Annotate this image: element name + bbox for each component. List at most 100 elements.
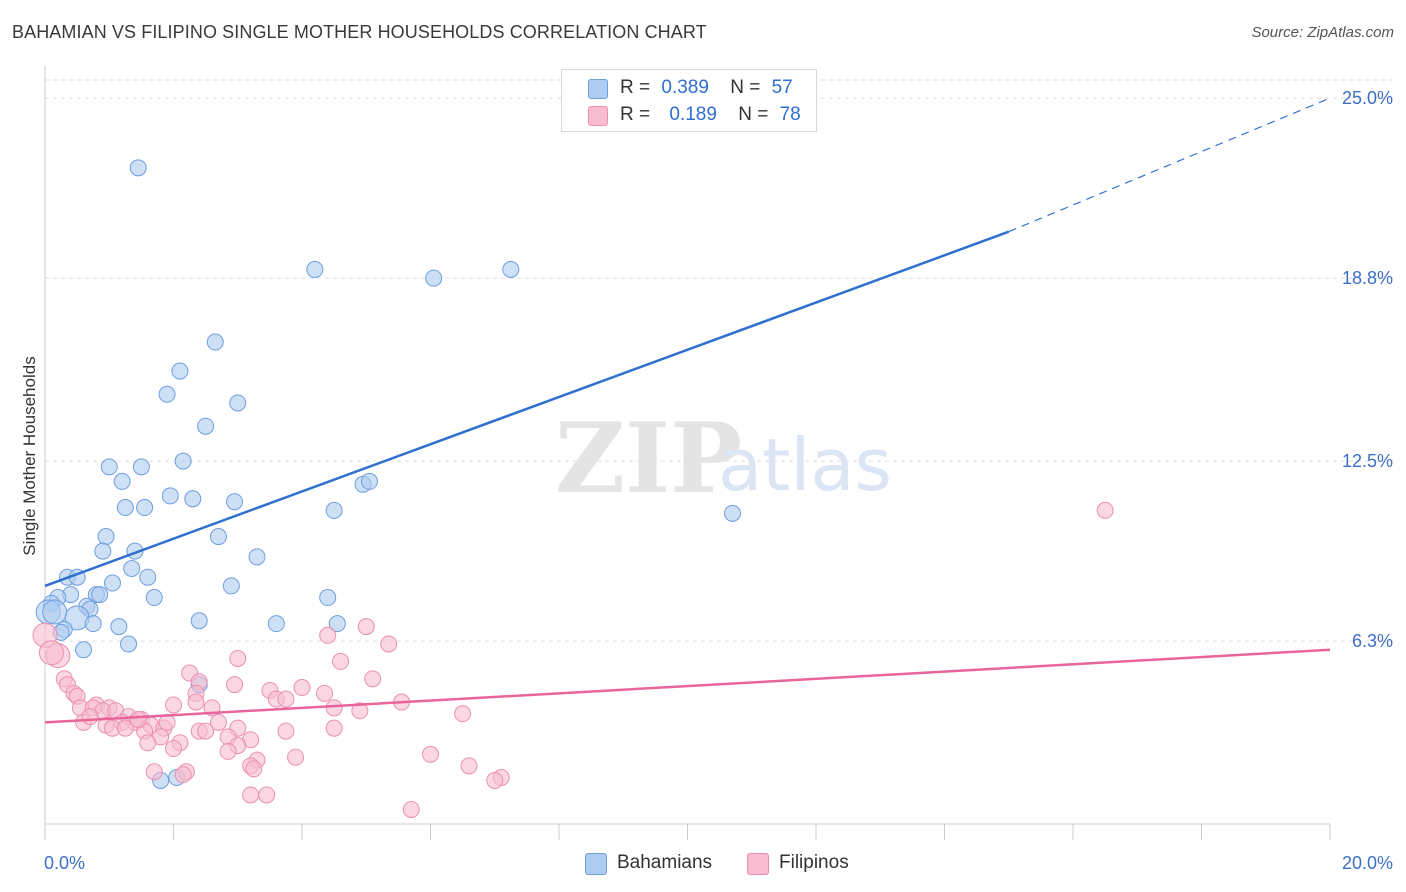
y-tick-label: 25.0% <box>1342 88 1393 108</box>
bahamian-point <box>42 599 68 625</box>
y-tick-label: 18.8% <box>1342 268 1393 288</box>
filipino-point <box>38 640 64 666</box>
bahamian-point <box>132 458 150 476</box>
bahamian-point <box>360 472 378 490</box>
bahamian-point <box>171 362 189 380</box>
filipino-point <box>116 719 134 737</box>
filipino-point <box>81 708 99 726</box>
bahamian-point <box>75 641 93 659</box>
filipino-point <box>422 745 439 763</box>
bahamian-point <box>425 269 443 287</box>
filipino-point <box>1096 501 1114 519</box>
bahamian-point <box>306 260 324 278</box>
bahamian-point <box>229 394 247 412</box>
bahamian-point <box>158 385 176 403</box>
filipino-point <box>187 693 205 711</box>
filipino-point <box>460 757 478 775</box>
bahamian-point <box>94 542 112 560</box>
y-tick-label: 12.5% <box>1342 451 1393 471</box>
filipino-point <box>332 652 350 670</box>
y-axis-label: Single Mother Households <box>20 356 39 555</box>
correlation-legend: R = 0.389 N = 57 R = 0.189 N = 78 <box>561 69 817 132</box>
bahamian-point <box>206 333 224 351</box>
x-tick-label: 0.0% <box>44 853 85 873</box>
bahamian-point <box>209 528 227 546</box>
x-tick-label: 20.0% <box>1342 853 1393 873</box>
bottom-bahamians-swatch <box>585 853 607 875</box>
bahamian-point <box>174 452 192 470</box>
filipino-point <box>364 670 382 688</box>
bahamian-point <box>84 615 102 633</box>
bahamian-trend-line <box>44 230 1010 588</box>
filipino-trend-line <box>44 648 1331 724</box>
bahamian-point <box>91 586 109 604</box>
legend-n-value-bahamians: 57 <box>771 77 793 98</box>
bottom-filipinos-label: Filipinos <box>779 852 849 873</box>
filipino-point <box>325 699 343 717</box>
filipino-point <box>277 722 295 740</box>
filipino-point <box>486 771 504 789</box>
filipino-point <box>277 690 295 708</box>
filipino-point <box>454 705 472 723</box>
filipinos-points <box>32 501 1114 818</box>
bahamian-point <box>319 589 337 607</box>
filipino-point <box>357 618 375 636</box>
filipino-point <box>226 676 244 694</box>
filipino-point <box>229 650 247 668</box>
filipino-point <box>165 696 182 714</box>
watermark-atlas: atlas <box>718 423 892 507</box>
bahamian-point <box>161 487 179 505</box>
filipino-point <box>209 713 227 731</box>
filipino-point <box>129 710 147 728</box>
bahamian-point <box>190 612 208 630</box>
filipino-point <box>315 684 333 702</box>
watermark-zip: ZIP <box>555 402 742 515</box>
filipino-point <box>351 702 369 720</box>
bahamian-point <box>113 472 131 490</box>
bahamian-point <box>110 618 128 636</box>
filipino-point <box>293 679 311 697</box>
filipino-point <box>197 722 215 740</box>
legend-r-label-bahamians: R = <box>620 77 651 98</box>
filipino-point <box>165 740 182 758</box>
filipino-point <box>325 719 343 737</box>
bahamian-point <box>120 635 138 653</box>
bahamian-point <box>502 260 520 278</box>
bahamian-point <box>226 493 244 511</box>
legend-r-value-filipinos: 0.189 <box>669 104 717 125</box>
bottom-filipinos-swatch <box>747 853 769 875</box>
bahamian-point <box>97 528 115 546</box>
filipino-point <box>258 786 276 804</box>
legend-n-label-filipinos: N = <box>738 104 769 125</box>
bahamian-point <box>248 548 266 566</box>
bahamian-trend-extension <box>1008 97 1331 233</box>
bahamian-point <box>328 615 346 633</box>
bahamian-point <box>100 458 118 476</box>
legend-n-value-filipinos: 78 <box>779 104 801 125</box>
bahamian-point <box>129 159 147 177</box>
filipino-point <box>145 763 163 781</box>
bahamian-point <box>116 499 134 517</box>
bahamian-point <box>184 490 202 508</box>
bahamians-swatch <box>588 79 608 99</box>
bahamian-point <box>136 499 154 517</box>
bahamian-point <box>197 417 215 435</box>
y-tick-label: 6.3% <box>1352 631 1393 651</box>
filipino-point <box>319 626 337 644</box>
bahamian-point <box>145 589 163 607</box>
filipino-point <box>245 760 263 778</box>
bahamian-point <box>267 615 285 633</box>
bahamian-point <box>123 559 141 577</box>
filipino-point <box>402 800 420 818</box>
filipino-point <box>219 742 237 760</box>
bahamian-point <box>723 504 741 522</box>
filipino-point <box>287 748 305 766</box>
filipino-point <box>242 786 260 804</box>
bahamian-point <box>325 501 343 519</box>
filipino-point <box>139 734 157 752</box>
bottom-bahamians-label: Bahamians <box>617 852 713 873</box>
legend-n-label-bahamians: N = <box>730 77 761 98</box>
source-label: Source: ZipAtlas.com <box>1251 24 1394 41</box>
filipino-point <box>174 766 192 784</box>
